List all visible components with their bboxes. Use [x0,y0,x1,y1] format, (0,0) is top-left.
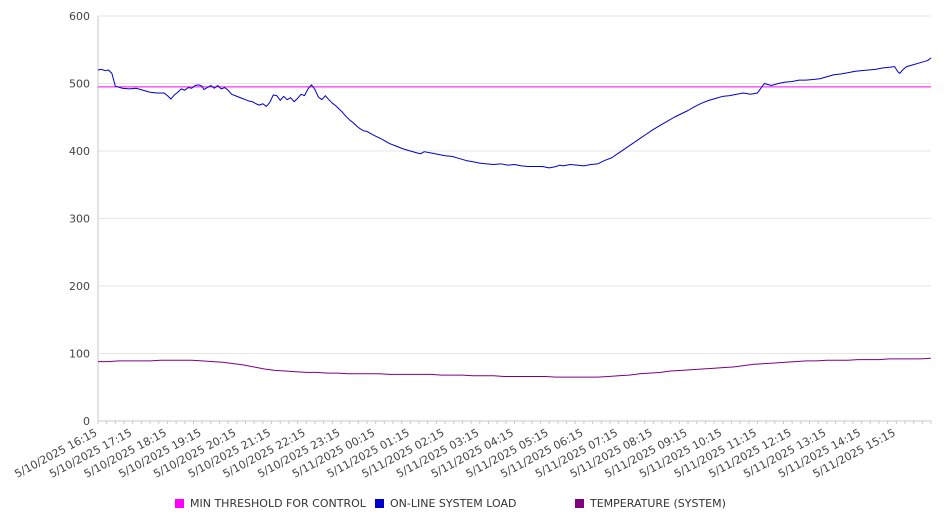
legend-item-min-threshold[interactable]: MIN THRESHOLD FOR CONTROL [175,497,366,510]
series-lines [97,57,932,378]
legend-item-online-system-load[interactable]: ON-LINE SYSTEM LOAD [375,497,516,510]
legend: MIN THRESHOLD FOR CONTROL ON-LINE SYSTEM… [0,497,946,517]
y-tick-label: 100 [69,348,90,361]
legend-swatch-min-threshold [175,499,184,508]
x-tick-labels: 5/10/2025 16:155/10/2025 17:155/10/2025 … [12,426,897,480]
grid-lines [98,15,931,354]
y-tick-label: 400 [69,145,90,158]
legend-label-temperature-system: TEMPERATURE (SYSTEM) [590,497,726,510]
series-line-on-line-system-load [97,57,932,169]
legend-item-temperature-system[interactable]: TEMPERATURE (SYSTEM) [575,497,726,510]
legend-label-online-system-load: ON-LINE SYSTEM LOAD [390,497,517,510]
legend-swatch-temperature-system [575,499,584,508]
legend-swatch-online-system-load [375,499,384,508]
y-tick-labels: 0 100 200 300 400 500 600 [69,10,90,428]
series-line-temperature-system [98,357,932,378]
y-tick-label: 200 [69,280,90,293]
y-tick-label: 600 [69,10,90,23]
axes [97,16,932,424]
y-tick-label: 0 [83,415,90,428]
y-tick-label: 500 [69,78,90,91]
legend-label-min-threshold: MIN THRESHOLD FOR CONTROL [190,497,366,510]
y-tick-label: 300 [69,213,90,226]
